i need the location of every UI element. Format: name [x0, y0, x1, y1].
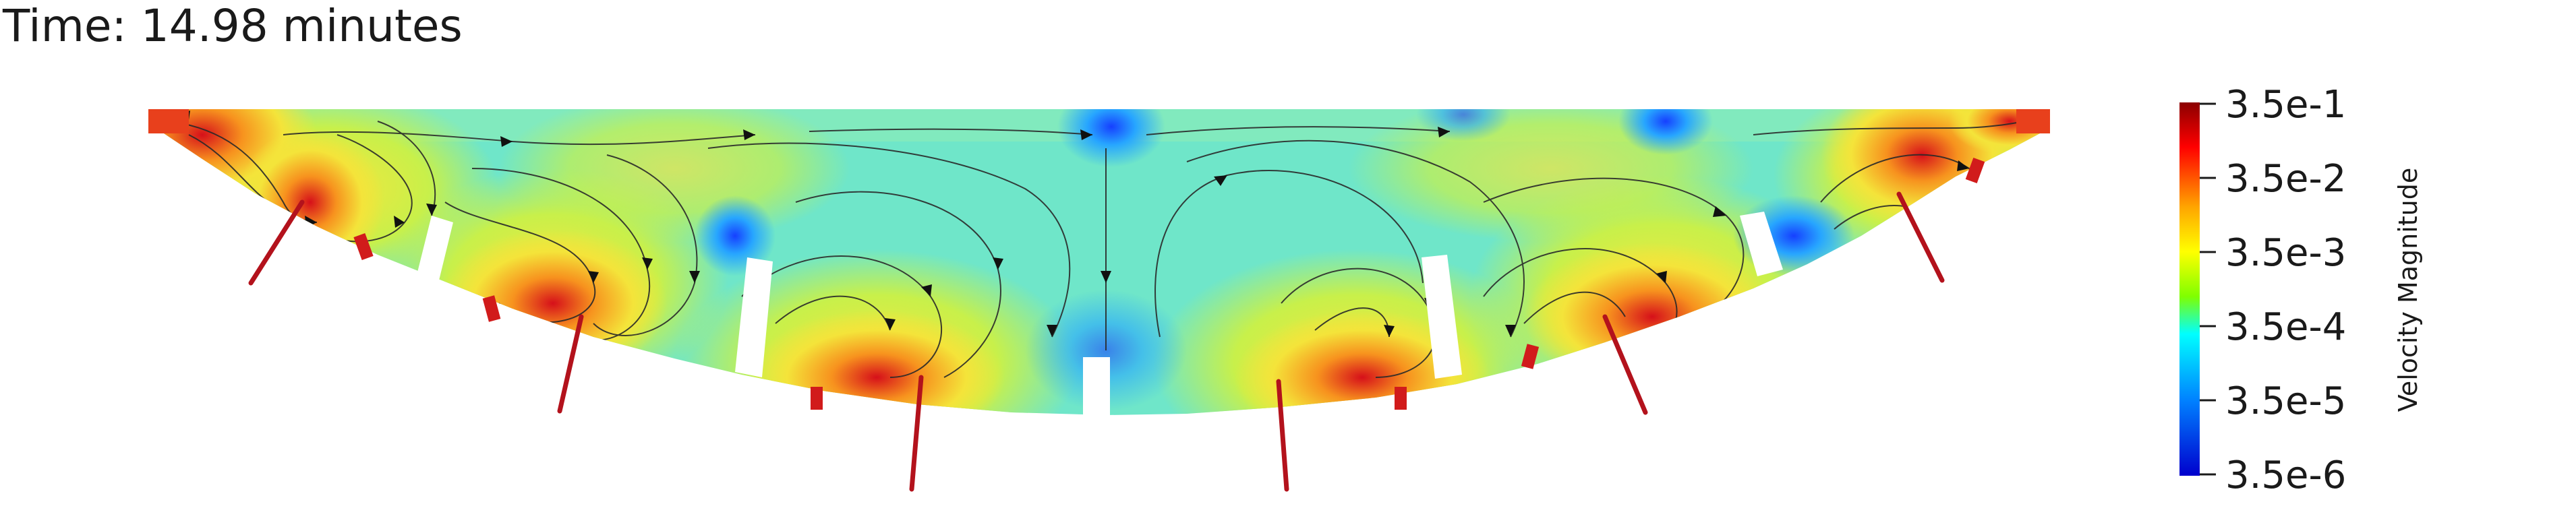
baffles — [417, 212, 1783, 418]
streamline-arrows — [177, 111, 2043, 337]
outlet-right — [2016, 109, 2050, 133]
colorbar: 3.5e-1 3.5e-2 3.5e-3 3.5e-4 3.5e-5 3.5e-… — [2179, 83, 2423, 497]
colorbar-tick-label: 3.5e-5 — [2225, 379, 2346, 423]
inlet-nozzles — [353, 157, 1985, 410]
colorbar-gradient — [2179, 102, 2200, 476]
colorbar-tick-label: 3.5e-6 — [2225, 454, 2346, 497]
outlet-left — [148, 109, 189, 133]
inlet-jets — [248, 191, 1945, 492]
colorbar-tick-label: 3.5e-3 — [2225, 231, 2346, 275]
time-label: Time: 14.98 minutes — [3, 0, 463, 52]
colorbar-tick-label: 3.5e-2 — [2225, 157, 2346, 201]
colorbar-tick-label: 3.5e-4 — [2225, 305, 2346, 349]
colorbar-title: Velocity Magnitude — [2393, 168, 2423, 412]
colorbar-tick-label: 3.5e-1 — [2225, 83, 2346, 127]
